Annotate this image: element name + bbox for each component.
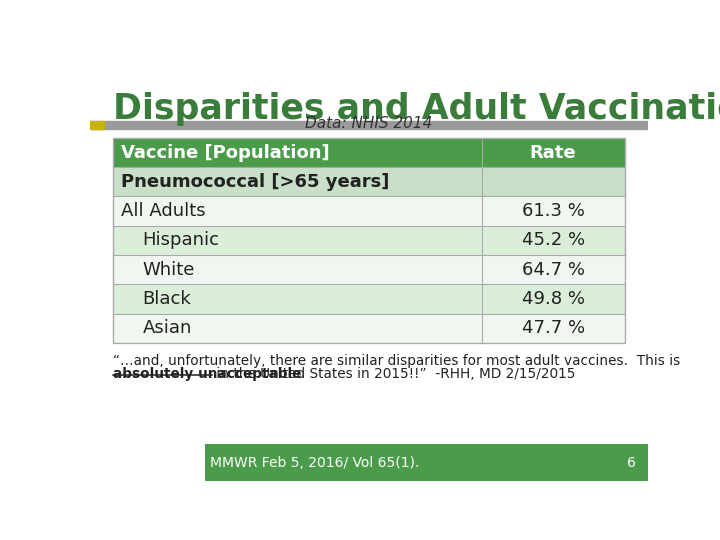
Text: Hispanic: Hispanic	[143, 231, 220, 249]
Bar	[113, 226, 625, 255]
Text: 61.3 %: 61.3 %	[522, 202, 585, 220]
Bar	[113, 255, 625, 284]
Text: Rate: Rate	[530, 144, 577, 161]
Text: 47.7 %: 47.7 %	[521, 319, 585, 337]
Bar	[113, 284, 625, 314]
Bar	[90, 121, 648, 129]
Bar	[113, 138, 625, 343]
Bar	[90, 444, 204, 481]
Bar	[90, 444, 648, 481]
Text: 6: 6	[628, 456, 636, 469]
Bar	[113, 138, 625, 167]
Text: 49.8 %: 49.8 %	[522, 290, 585, 308]
Text: Pneumococcal [>65 years]: Pneumococcal [>65 years]	[121, 173, 390, 191]
Bar	[113, 167, 625, 197]
Bar	[90, 121, 104, 129]
Text: Vaccine [Population]: Vaccine [Population]	[121, 144, 330, 161]
Text: Disparities and Adult Vaccination Rates: Disparities and Adult Vaccination Rates	[113, 92, 720, 126]
Text: MMWR Feb 5, 2016/ Vol 65(1).: MMWR Feb 5, 2016/ Vol 65(1).	[210, 456, 420, 469]
Text: “…and, unfortunately, there are similar disparities for most adult vaccines.  Th: “…and, unfortunately, there are similar …	[113, 354, 680, 368]
Text: Black: Black	[143, 290, 192, 308]
Text: 45.2 %: 45.2 %	[521, 231, 585, 249]
Bar	[113, 314, 625, 343]
Text: White: White	[143, 261, 195, 279]
Text: All Adults: All Adults	[121, 202, 206, 220]
Text: 64.7 %: 64.7 %	[522, 261, 585, 279]
Bar	[113, 197, 625, 226]
Text: absolutely unacceptable: absolutely unacceptable	[113, 367, 302, 381]
Text: Data: NHIS 2014: Data: NHIS 2014	[305, 116, 433, 131]
Text: in the United States in 2015!!”  -RHH, MD 2/15/2015: in the United States in 2015!!” -RHH, MD…	[212, 367, 576, 381]
Text: Asian: Asian	[143, 319, 192, 337]
